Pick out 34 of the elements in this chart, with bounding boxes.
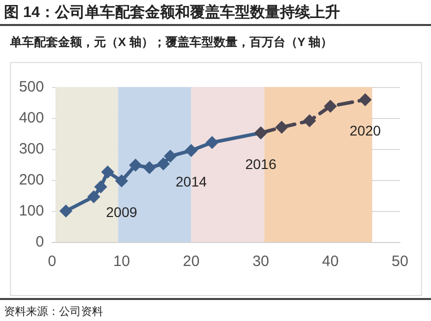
x-tick-label: 10 [113,253,130,270]
chart-title: 图 14：公司单车配套金额和覆盖车型数量持续上升 [4,3,340,22]
x-tick-label: 20 [182,253,200,270]
point [324,100,337,113]
x-tick-label: 30 [252,253,270,270]
point [142,161,156,174]
x-tick-label: 0 [48,253,56,270]
y-tick-label: 500 [18,78,44,96]
point [358,93,372,106]
chart-subtitle: 单车配套金额，元（X 轴）；覆盖车型数量，百万台（Y 轴） [10,34,332,51]
point [129,158,142,172]
point [275,120,288,134]
annotation: 2014 [176,174,207,190]
point [59,204,72,218]
point [164,150,177,163]
point [115,174,128,188]
point [303,114,316,128]
y-tick-label: 0 [36,234,44,250]
annotation: 2020 [350,122,381,139]
point [184,144,198,158]
y-tick-label: 100 [18,202,44,220]
text: 资料来源：公司资料 [4,305,103,319]
annotation: 2009 [106,204,138,220]
annotation: 2016 [245,156,277,172]
y-tick-label: 300 [18,140,44,158]
point [156,157,170,170]
x-tick-label: 40 [322,253,339,270]
point [87,190,100,204]
x-tick-label: 50 [392,253,408,270]
point [206,136,219,149]
point [94,180,108,194]
y-tick-label: 400 [18,110,44,126]
point [101,165,114,178]
y-tick-label: 200 [18,172,44,188]
